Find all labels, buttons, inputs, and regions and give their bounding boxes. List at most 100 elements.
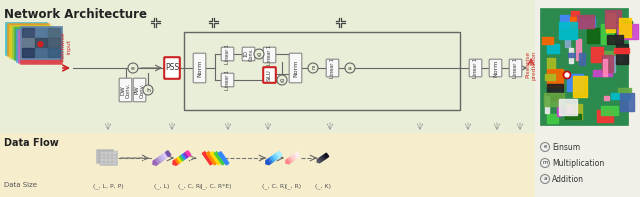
Polygon shape [266, 161, 269, 165]
Bar [286, 159, 291, 164]
Text: a: a [348, 65, 352, 71]
Bar [275, 153, 280, 159]
Bar [184, 152, 189, 158]
FancyBboxPatch shape [119, 78, 132, 102]
Bar [535, 0, 640, 197]
FancyBboxPatch shape [193, 53, 206, 83]
Bar [545, 96, 549, 113]
Bar [173, 160, 178, 165]
Text: PW
Conv.: PW Conv. [134, 82, 145, 98]
Bar [565, 39, 570, 47]
FancyBboxPatch shape [242, 47, 255, 61]
Bar [559, 22, 577, 39]
Bar [18, 30, 60, 63]
Circle shape [277, 75, 287, 85]
Polygon shape [153, 161, 156, 165]
Text: Pixelwise
prediction: Pixelwise prediction [525, 50, 536, 80]
Bar [540, 8, 628, 125]
Text: Linear 1: Linear 1 [225, 70, 230, 90]
Bar [99, 151, 116, 165]
Bar [158, 156, 163, 162]
Bar [604, 96, 609, 100]
Bar [616, 44, 628, 64]
Text: (_, R): (_, R) [285, 183, 301, 189]
Bar [16, 29, 58, 62]
Polygon shape [173, 161, 176, 165]
Bar [620, 93, 634, 111]
Text: (_, C, R*E): (_, C, R*E) [200, 183, 232, 189]
Bar [618, 88, 631, 92]
Text: 1D
Conv.: 1D Conv. [243, 47, 254, 61]
Bar [49, 48, 60, 57]
Text: Linear 1: Linear 1 [225, 44, 230, 64]
Bar [7, 23, 49, 56]
Bar [570, 17, 578, 28]
Text: Linear 1: Linear 1 [267, 45, 272, 65]
Bar [96, 149, 113, 163]
Bar [577, 15, 594, 28]
Bar [323, 154, 327, 159]
Bar [547, 69, 563, 87]
Circle shape [345, 63, 355, 73]
Bar [175, 158, 180, 164]
Bar [615, 21, 632, 35]
Bar [49, 38, 60, 47]
Circle shape [254, 49, 264, 59]
Bar [607, 56, 622, 60]
FancyBboxPatch shape [263, 47, 276, 63]
Bar [270, 156, 275, 162]
Bar [605, 10, 621, 28]
Bar [166, 151, 171, 157]
FancyBboxPatch shape [289, 53, 302, 83]
Bar [569, 48, 573, 63]
Text: DW
Conv.: DW Conv. [120, 82, 131, 98]
Bar [14, 27, 56, 60]
Bar [10, 25, 51, 58]
Bar [587, 28, 599, 43]
Text: (_, C, R): (_, C, R) [262, 183, 286, 189]
Bar [12, 26, 54, 59]
FancyBboxPatch shape [221, 47, 234, 61]
Circle shape [38, 42, 43, 47]
Bar [576, 39, 581, 60]
Bar [35, 38, 47, 47]
Bar [22, 28, 35, 37]
Bar [603, 59, 607, 76]
Text: m: m [542, 161, 548, 165]
Text: Norm: Norm [293, 59, 298, 77]
Circle shape [128, 63, 138, 73]
FancyBboxPatch shape [164, 57, 180, 79]
Bar [153, 159, 159, 165]
Bar [35, 48, 47, 57]
Bar [559, 99, 577, 115]
Polygon shape [286, 160, 289, 164]
FancyBboxPatch shape [221, 73, 234, 87]
Bar [202, 152, 213, 165]
Bar [580, 17, 595, 28]
Circle shape [541, 159, 550, 167]
Bar [606, 13, 615, 32]
Bar [619, 18, 631, 37]
Bar [161, 154, 166, 160]
Circle shape [308, 63, 318, 73]
FancyBboxPatch shape [509, 59, 522, 77]
Bar [295, 152, 300, 157]
Bar [163, 152, 168, 158]
Bar [611, 58, 615, 72]
Polygon shape [317, 160, 319, 163]
Text: SiLU: SiLU [267, 69, 272, 81]
Bar [568, 53, 575, 57]
Bar [547, 114, 558, 123]
Circle shape [563, 71, 571, 79]
Bar [557, 100, 561, 116]
Bar [571, 11, 579, 24]
Text: Data Size: Data Size [4, 182, 37, 188]
FancyBboxPatch shape [133, 78, 146, 102]
Bar [319, 157, 323, 162]
Bar [560, 15, 569, 28]
Text: h: h [146, 87, 150, 93]
Bar [597, 110, 613, 122]
Bar [266, 159, 271, 165]
FancyBboxPatch shape [469, 59, 482, 77]
Bar [617, 24, 638, 39]
